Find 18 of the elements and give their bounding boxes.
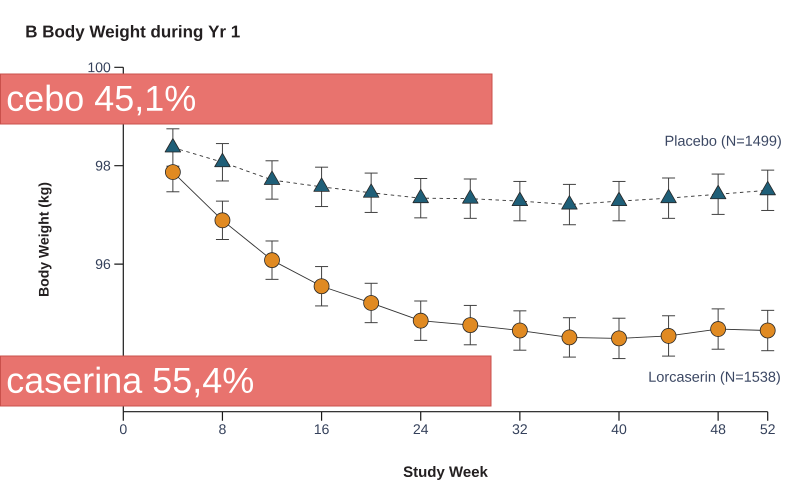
- x-tick-label: 40: [612, 424, 626, 434]
- x-tick-label: 0: [120, 424, 127, 434]
- y-tick-label: 96: [96, 259, 110, 270]
- x-tick-label: 52: [760, 424, 775, 434]
- text: Lorcaserin (N=1538): [649, 371, 780, 385]
- y-tick-label: 98: [96, 160, 110, 171]
- x-tick-label: 24: [414, 424, 428, 434]
- annotation: caserina 55,4%: [8, 366, 253, 398]
- x-tick-label: 48: [710, 424, 726, 434]
- x-tick-label: 8: [219, 424, 226, 434]
- text: Placebo (N=1499): [666, 135, 781, 149]
- y-axis-title: Body Weight (kg): [38, 182, 52, 296]
- x-tick-label: 32: [512, 424, 527, 434]
- y-tick-label: 100: [88, 62, 110, 72]
- x-tick-label: 16: [314, 424, 329, 434]
- annotation: cebo 45,1%: [8, 84, 195, 116]
- chart-title: B Body Weight during Yr 1: [26, 25, 240, 41]
- x-axis-title: Study Week: [404, 466, 488, 480]
